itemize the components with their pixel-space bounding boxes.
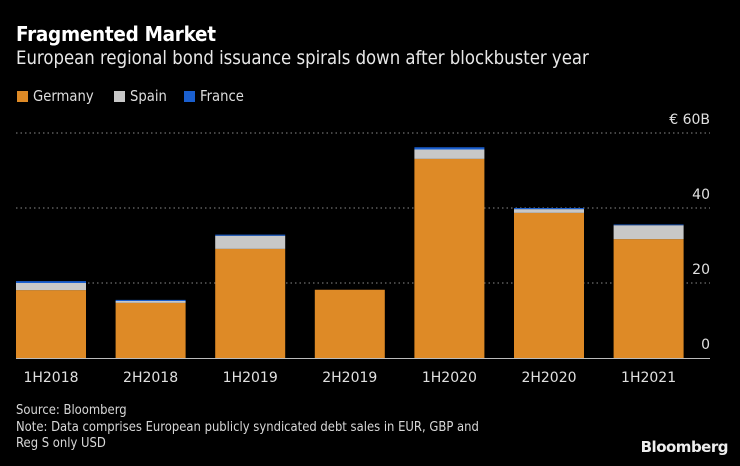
y-tick-label-60: € 60B	[669, 112, 710, 128]
legend-label-germany: Germany	[33, 87, 94, 105]
bar-1H2021-germany	[613, 239, 684, 358]
legend-swatch-spain	[113, 90, 125, 102]
bar-2H2018-france	[115, 299, 186, 301]
legend-item-france: France	[183, 87, 250, 105]
bar-2H2018-spain	[115, 301, 186, 303]
y-tick-label-0: 0	[701, 337, 710, 353]
bar-2H2020-france	[514, 208, 584, 210]
x-tick-label-1H2020: 1H2020	[422, 370, 477, 386]
x-tick-label-1H2018: 1H2018	[23, 370, 78, 386]
x-axis-ticks: 1H2018 2H2018 1H2019 2H2019 1H2020 2H2020 1H20…	[23, 370, 676, 386]
legend-label-france: France	[199, 87, 244, 105]
y-tick-label-20: 20	[692, 262, 710, 278]
bar-1H2020-spain	[414, 149, 485, 159]
x-tick-label-1H2019: 1H2019	[223, 370, 278, 386]
bar-1H2019-france	[215, 234, 286, 236]
x-tick-label-1H2021: 1H2021	[621, 370, 676, 386]
bar-1H2020-france	[414, 147, 485, 150]
bar-1H2021-france	[613, 224, 684, 226]
bar-2H2019-germany	[314, 289, 385, 358]
legend-swatch-germany	[17, 90, 28, 102]
x-tick-label-2H2018: 2H2018	[123, 370, 178, 386]
bar-1H2018-germany	[16, 290, 86, 358]
note-text-line1: Note: Data comprises European publicly s…	[16, 418, 479, 435]
legend-label-spain: Spain	[129, 87, 167, 105]
bar-1H2018-spain	[16, 283, 86, 291]
legend-item-germany: Germany	[17, 87, 102, 105]
x-tick-label-2H2020: 2H2020	[521, 370, 576, 386]
footer-notes: Source: Bloomberg Note: Data comprises E…	[16, 402, 479, 452]
legend-swatch-france	[183, 90, 195, 102]
x-tick-label-2H2019: 2H2019	[322, 370, 377, 386]
y-tick-label-40: 40	[692, 187, 710, 203]
legend-item-spain: Spain	[113, 87, 172, 105]
chart-subtitle: European regional bond issuance spirals …	[16, 47, 589, 69]
bars	[16, 147, 684, 358]
bar-1H2018-france	[16, 281, 86, 283]
bloomberg-logo: Bloomberg	[640, 438, 729, 456]
bar-1H2019-germany	[215, 248, 286, 358]
gridlines	[16, 132, 710, 359]
bar-2H2020-spain	[514, 209, 584, 213]
legend: Germany Spain France	[17, 87, 262, 105]
bar-1H2021-spain	[613, 225, 684, 240]
source-text: Source: Bloomberg	[16, 402, 127, 418]
bar-1H2020-germany	[414, 158, 485, 358]
bar-2H2018-germany	[115, 302, 186, 358]
y-axis-ticks: 0 20 40 € 60B	[669, 112, 710, 353]
bar-1H2019-spain	[215, 235, 286, 249]
bar-2H2020-germany	[514, 212, 584, 358]
chart-title: Fragmented Market	[16, 22, 216, 46]
note-text-line2: Reg S only USD	[16, 435, 106, 451]
